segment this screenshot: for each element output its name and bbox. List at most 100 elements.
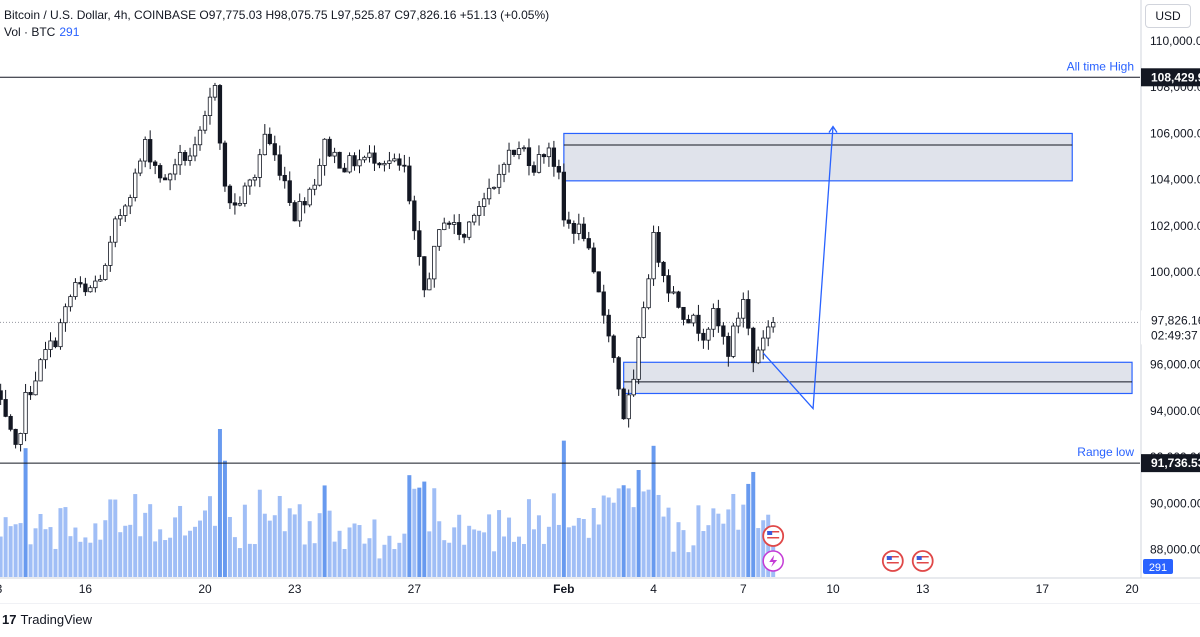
volume-bar — [282, 531, 287, 577]
volume-bar — [512, 541, 517, 577]
volume-bar — [377, 558, 382, 577]
volume-bar — [217, 429, 222, 577]
volume-bar — [621, 485, 626, 577]
horizontal-level-lines: All time High Range low — [0, 59, 1140, 464]
candle-body — [33, 380, 38, 396]
candle-body — [402, 164, 407, 167]
candle-body — [377, 162, 382, 166]
volume-bar — [536, 515, 541, 577]
volume-bar — [163, 540, 168, 577]
volume-bar — [103, 520, 108, 577]
volume-bar — [158, 529, 163, 577]
candle-body — [606, 314, 611, 337]
volume-bar — [13, 524, 18, 577]
volume-bar — [362, 543, 367, 577]
candle-body — [192, 144, 198, 157]
volume-bar — [113, 499, 118, 577]
volume-bar — [312, 543, 317, 577]
volume-bar — [716, 513, 721, 577]
flag-stripe — [767, 534, 780, 536]
level-price-badge: 91,736.53 — [1151, 456, 1200, 470]
volume-bar — [581, 519, 586, 577]
volume-bar — [492, 551, 497, 577]
price-axis-bg — [1141, 0, 1200, 604]
candle-body — [491, 186, 497, 189]
candle-body — [297, 201, 302, 222]
candle-body — [447, 222, 452, 225]
time-axis: 13 16 20 23 27 Feb 4 7 10 13 17 20 — [0, 577, 1200, 604]
flag-stripe — [916, 562, 929, 564]
volume-bar — [477, 530, 482, 577]
candle-body — [387, 160, 392, 164]
lightning-event-icon[interactable] — [762, 550, 784, 572]
us-flag-event-icon[interactable] — [911, 550, 934, 572]
volume-bar — [651, 445, 656, 577]
candle-body — [182, 152, 188, 161]
candle-body — [362, 156, 367, 161]
candle-body — [372, 152, 377, 164]
us-flag-event-icon[interactable] — [881, 550, 904, 572]
volume-bar — [168, 537, 173, 577]
us-flag-event-icon[interactable] — [762, 525, 785, 547]
volume-bar — [397, 542, 402, 577]
candle-body — [721, 325, 726, 337]
candle-body — [526, 147, 532, 166]
volume-bar — [636, 470, 641, 577]
volume-bar — [402, 533, 407, 577]
volume-bar — [287, 508, 292, 577]
volume-bar — [242, 504, 247, 577]
candle-body — [501, 163, 507, 175]
volume-bar — [23, 448, 28, 577]
price-zone-box[interactable] — [623, 361, 1133, 395]
flag-stripe — [886, 562, 899, 564]
candle-body — [98, 279, 103, 282]
candle-body — [631, 378, 636, 396]
volume-bar — [173, 517, 178, 577]
time-tick-label: 20 — [1125, 582, 1139, 596]
candle-body — [0, 390, 3, 400]
level-price-badge: 108,429.93 — [1151, 70, 1200, 84]
price-zone-box[interactable] — [563, 132, 1073, 182]
candle-body — [666, 275, 671, 294]
candle-body — [656, 231, 661, 263]
candle-body — [262, 133, 267, 156]
candle-body — [123, 205, 128, 216]
candle-body — [521, 147, 527, 150]
volume-bar — [232, 537, 237, 577]
candle-body — [457, 222, 462, 235]
price-tick-label: 90,000.00 — [1150, 496, 1200, 510]
candle-body — [282, 174, 287, 182]
price-tick-label: 96,000.00 — [1150, 358, 1200, 372]
volume-bar — [502, 536, 507, 577]
volume-bar — [123, 525, 128, 577]
volume-bar — [237, 548, 242, 577]
volume-bar — [222, 460, 227, 577]
currency-button[interactable]: USD — [1145, 4, 1191, 28]
volume-bar — [701, 531, 706, 577]
volume-bar — [88, 542, 93, 577]
volume-bar — [661, 516, 666, 577]
candle-body — [382, 163, 387, 166]
flag-canton — [916, 556, 922, 560]
volume-bar — [641, 491, 646, 577]
candle-body — [133, 172, 138, 198]
volume-bar — [766, 514, 771, 577]
candle-body — [591, 247, 596, 273]
volume-bar — [591, 507, 596, 577]
candle-body — [626, 394, 631, 420]
volume-bar — [387, 535, 392, 577]
flag-circle — [881, 550, 904, 572]
tradingview-logo[interactable]: 17 TradingView — [2, 612, 92, 627]
price-chart[interactable]: All time High Range low 88,000.00 90,000.0… — [0, 0, 1200, 604]
candle-body — [177, 152, 183, 166]
candle-body — [551, 147, 557, 167]
candle-body — [88, 287, 93, 293]
candle-body — [611, 335, 616, 359]
candle-body — [113, 218, 118, 243]
volume-bar — [0, 536, 3, 577]
volume-bar — [63, 507, 68, 577]
projection-line[interactable] — [762, 126, 834, 411]
close-label: C — [394, 8, 403, 22]
volume-bar — [322, 485, 327, 577]
volume-bar — [761, 520, 766, 577]
